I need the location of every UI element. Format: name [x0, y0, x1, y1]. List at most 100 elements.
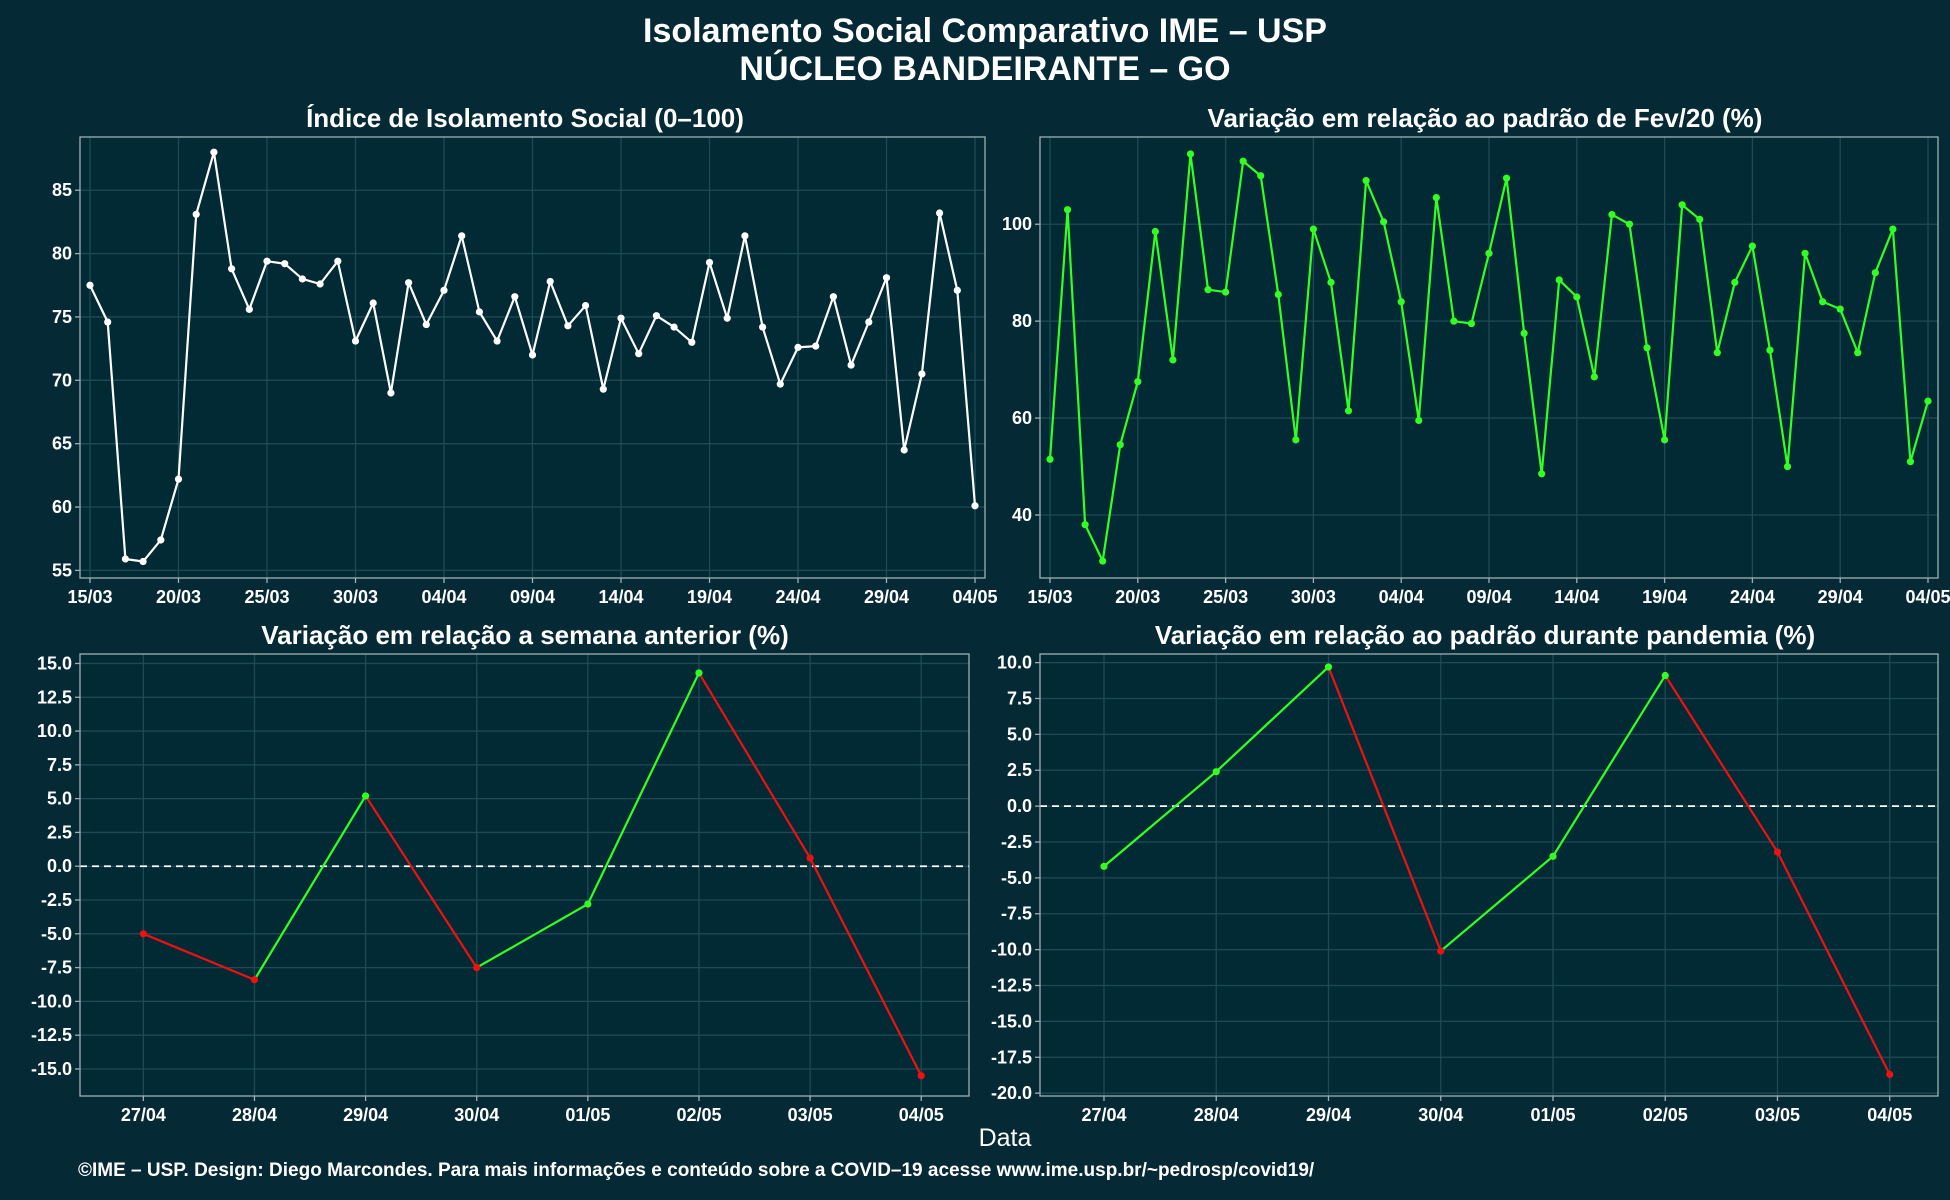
x-tick-label: 01/05: [565, 1105, 610, 1125]
data-point: [210, 148, 218, 156]
data-point: [1204, 286, 1212, 294]
data-point: [139, 557, 147, 566]
x-tick-label: 27/04: [1081, 1105, 1126, 1125]
data-point: [298, 275, 306, 283]
y-tick-label: 80: [52, 244, 72, 264]
data-point: [1257, 172, 1265, 180]
data-point: [1485, 249, 1493, 257]
x-tick-label: 30/04: [454, 1105, 499, 1125]
y-tick-label: 7.5: [1007, 688, 1032, 708]
footer-caption: ©IME – USP. Design: Diego Marcondes. Par…: [78, 1160, 1315, 1181]
y-tick-label: 0.0: [1007, 796, 1032, 816]
plot-area: [80, 654, 969, 1096]
data-point: [1819, 298, 1827, 306]
data-point: [847, 361, 855, 369]
x-tick-label: 01/05: [1530, 1105, 1575, 1125]
data-point: [1836, 305, 1844, 313]
data-point: [1625, 220, 1634, 228]
data-point: [564, 322, 572, 330]
y-tick-label: 75: [52, 307, 72, 327]
y-tick-label: -5.0: [1001, 868, 1032, 888]
series-segment: [1215, 666, 1330, 773]
data-point: [440, 286, 448, 294]
y-tick-label: -2.5: [41, 890, 72, 910]
data-point: [759, 323, 767, 331]
data-point: [1327, 278, 1335, 286]
y-tick-label: -2.5: [1001, 832, 1032, 852]
panel-title: Variação em relação ao padrão de Fev/20 …: [1208, 103, 1763, 133]
data-point: [1766, 346, 1774, 354]
data-point: [334, 257, 342, 265]
data-point: [174, 475, 183, 483]
data-point: [458, 232, 466, 240]
figure-subtitle: NÚCLEO BANDEIRANTE – GO: [739, 50, 1230, 88]
x-tick-label: 24/04: [1730, 587, 1775, 607]
data-point: [670, 323, 678, 331]
data-point: [917, 1072, 925, 1080]
data-point: [936, 209, 944, 217]
data-point: [250, 976, 259, 984]
plot-frame: [79, 136, 986, 579]
data-point: [953, 286, 961, 294]
panel-isolation-index: Índice de Isolamento Social (0–100) 55 60…: [52, 103, 998, 607]
data-point: [1081, 521, 1089, 529]
y-tick-label: -20.0: [991, 1083, 1032, 1103]
y-tick-label: -12.5: [991, 976, 1032, 996]
y-tick-label: 65: [52, 434, 72, 454]
series-segment: [142, 932, 255, 981]
plot-area: [1040, 654, 1938, 1096]
data-point: [361, 792, 370, 800]
x-tick-label: 15/03: [67, 587, 112, 607]
x-tick-label: 29/04: [864, 587, 909, 607]
series-segment: [1103, 770, 1217, 868]
data-point: [918, 370, 926, 378]
data-point: [1748, 242, 1756, 250]
data-point: [1783, 462, 1792, 471]
series-segment: [586, 672, 700, 905]
data-point: [1169, 356, 1177, 364]
data-point: [1309, 225, 1317, 233]
data-point: [405, 279, 413, 287]
series-segment: [809, 857, 923, 1077]
y-tick-label: -10.0: [991, 940, 1032, 960]
x-tick-label: 29/04: [1818, 587, 1863, 607]
data-point: [971, 502, 979, 510]
series-segment: [698, 672, 812, 859]
data-point: [1854, 349, 1862, 357]
x-tick-label: 28/04: [232, 1105, 277, 1125]
data-point: [1773, 848, 1782, 856]
data-point: [1871, 269, 1879, 277]
plot-frame: [79, 653, 970, 1097]
y-tick-label: -15.0: [991, 1011, 1032, 1031]
data-point: [473, 963, 481, 972]
series-segment: [1664, 674, 1779, 853]
x-tick-label: 04/05: [952, 587, 997, 607]
series-segment: [1552, 674, 1667, 857]
data-point: [865, 318, 873, 326]
y-tick-label: 10.0: [37, 721, 72, 741]
y-tick-label: 12.5: [37, 687, 72, 707]
data-point: [1801, 249, 1809, 257]
y-tick-label: 10.0: [997, 653, 1032, 673]
y-tick-label: 60: [52, 497, 72, 517]
y-tick-label: 100: [1002, 214, 1032, 234]
y-tick-label: 2.5: [47, 822, 72, 842]
x-tick-label: 09/04: [1466, 587, 1511, 607]
x-tick-label: 27/04: [121, 1105, 166, 1125]
data-point: [1324, 663, 1333, 671]
data-point: [1274, 290, 1282, 299]
x-tick-label: 20/03: [1115, 587, 1160, 607]
series-segment: [1776, 851, 1891, 1075]
data-point: [582, 301, 590, 310]
data-point: [86, 281, 94, 289]
x-axis-label: Data: [979, 1124, 1032, 1152]
x-tick-label: 24/04: [775, 587, 820, 607]
data-point: [1239, 157, 1247, 165]
data-point: [1100, 862, 1108, 870]
data-point: [1608, 210, 1616, 219]
data-point: [1731, 278, 1739, 286]
x-tick-label: 30/03: [1291, 587, 1336, 607]
data-point: [652, 312, 661, 320]
x-tick-label: 30/04: [1418, 1105, 1463, 1125]
